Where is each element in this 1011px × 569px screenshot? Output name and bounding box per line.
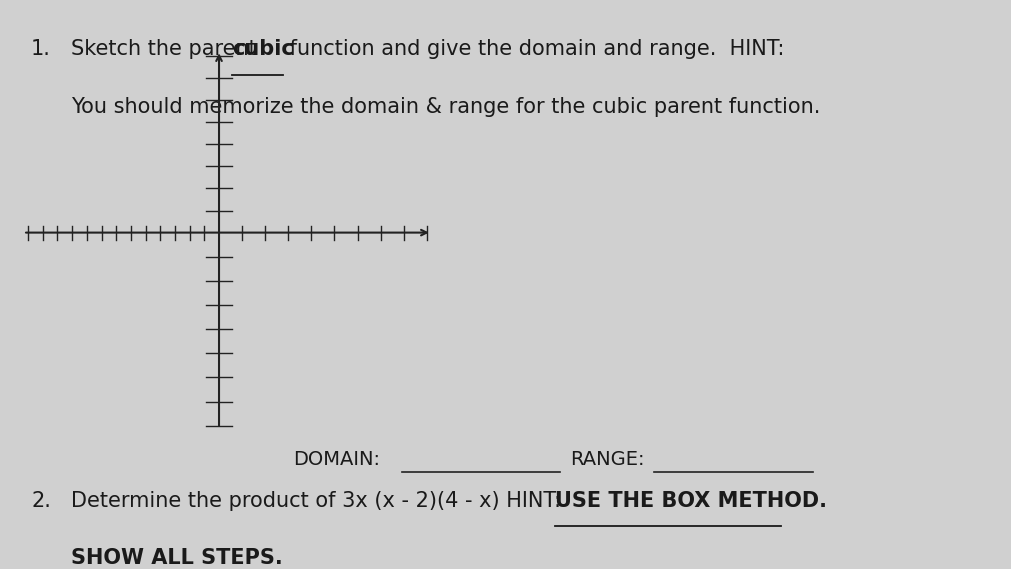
Text: 2.: 2. — [31, 491, 51, 511]
Text: Determine the product of 3x (x - 2)(4 - x) HINT:: Determine the product of 3x (x - 2)(4 - … — [71, 491, 573, 511]
Text: DOMAIN:: DOMAIN: — [293, 450, 380, 469]
Text: Sketch the parent: Sketch the parent — [71, 39, 263, 60]
Text: cubic: cubic — [232, 39, 293, 60]
Text: RANGE:: RANGE: — [569, 450, 644, 469]
Text: 1.: 1. — [31, 39, 51, 60]
Text: USE THE BOX METHOD.: USE THE BOX METHOD. — [555, 491, 827, 511]
Text: You should memorize the domain & range for the cubic parent function.: You should memorize the domain & range f… — [71, 97, 819, 117]
Text: function and give the domain and range.  HINT:: function and give the domain and range. … — [283, 39, 784, 60]
Text: SHOW ALL STEPS.: SHOW ALL STEPS. — [71, 548, 282, 568]
